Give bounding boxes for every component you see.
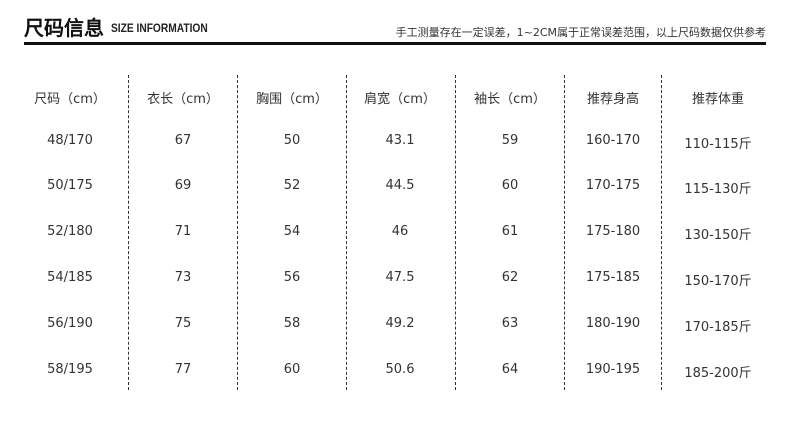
table-cell: 47.5 <box>385 270 415 285</box>
table-cell: 58/195 <box>47 362 93 377</box>
table-cell: 48/170 <box>47 133 93 148</box>
table-cell: 50.6 <box>385 362 415 377</box>
table-cell: 60 <box>501 178 519 193</box>
table-cell: 77 <box>174 362 192 377</box>
table-cell: 185-200斤 <box>684 366 752 381</box>
table-cell: 54/185 <box>47 270 93 285</box>
table-cell: 71 <box>174 224 192 239</box>
table-cell: 52 <box>283 178 301 193</box>
table-cell: 54 <box>283 224 301 239</box>
table-cell: 59 <box>501 133 519 148</box>
table-cell: 60 <box>283 362 301 377</box>
column-header: 肩宽（cm） <box>364 92 436 107</box>
column-divider <box>564 75 565 390</box>
table-cell: 150-170斤 <box>684 274 752 289</box>
column-divider <box>237 75 238 390</box>
column-divider <box>128 75 129 390</box>
column-header: 衣长（cm） <box>147 92 219 107</box>
table-cell: 46 <box>391 224 409 239</box>
table-cell: 49.2 <box>385 316 415 331</box>
table-cell: 62 <box>501 270 519 285</box>
table-cell: 73 <box>174 270 192 285</box>
measurement-note: 手工测量存在一定误差，1~2CM属于正常误差范围，以上尺码数据仅供参考 <box>395 26 766 39</box>
table-cell: 170-185斤 <box>684 320 752 335</box>
table-cell: 61 <box>501 224 519 239</box>
table-cell: 75 <box>174 316 192 331</box>
table-cell: 160-170 <box>585 133 641 148</box>
table-cell: 52/180 <box>47 224 93 239</box>
table-cell: 50 <box>283 133 301 148</box>
table-cell: 175-185 <box>585 270 641 285</box>
column-divider <box>661 75 662 390</box>
column-header: 胸围（cm） <box>256 92 328 107</box>
table-cell: 175-180 <box>585 224 641 239</box>
page-subtitle: SIZE INFORMATION <box>111 21 208 35</box>
column-divider <box>455 75 456 390</box>
table-cell: 56 <box>283 270 301 285</box>
column-header: 推荐体重 <box>691 92 744 107</box>
table-cell: 44.5 <box>385 178 415 193</box>
header-divider <box>24 42 766 45</box>
table-cell: 43.1 <box>385 133 415 148</box>
table-cell: 130-150斤 <box>684 228 752 243</box>
table-cell: 110-115斤 <box>684 137 752 152</box>
table-cell: 170-175 <box>585 178 641 193</box>
column-divider <box>346 75 347 390</box>
table-cell: 190-195 <box>585 362 641 377</box>
table-cell: 180-190 <box>585 316 641 331</box>
page-title: 尺码信息 <box>24 16 104 40</box>
table-cell: 63 <box>501 316 519 331</box>
table-cell: 115-130斤 <box>684 182 752 197</box>
column-header: 袖长（cm） <box>474 92 546 107</box>
table-cell: 58 <box>283 316 301 331</box>
table-cell: 50/175 <box>47 178 93 193</box>
table-cell: 69 <box>174 178 192 193</box>
column-header: 尺码（cm） <box>34 92 106 107</box>
table-cell: 56/190 <box>47 316 93 331</box>
column-header: 推荐身高 <box>586 92 639 107</box>
table-cell: 67 <box>174 133 192 148</box>
table-cell: 64 <box>501 362 519 377</box>
